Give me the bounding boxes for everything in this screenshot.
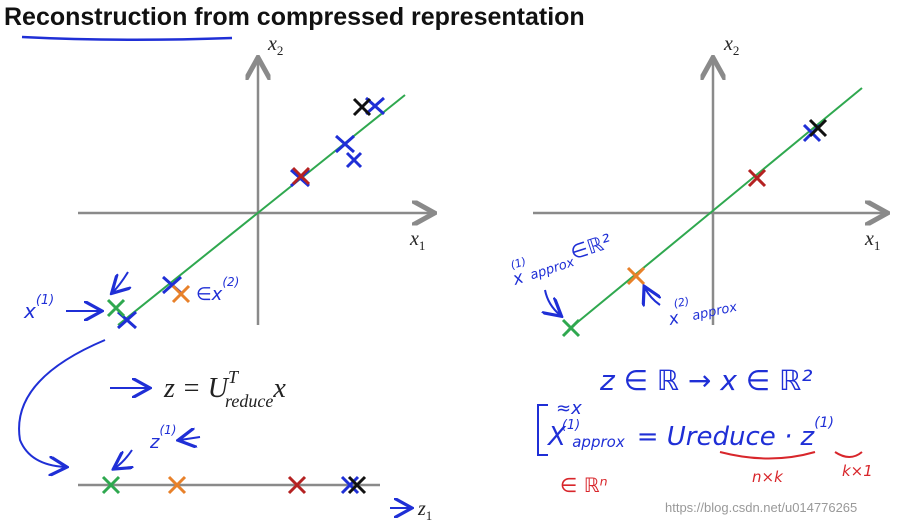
sup: (1) <box>36 293 54 308</box>
axis-label: x1 <box>409 228 425 253</box>
sub: reduce <box>225 391 273 411</box>
lhs: X <box>546 422 567 452</box>
base: x <box>267 33 277 55</box>
text: x <box>666 308 682 330</box>
sub: approx <box>572 433 625 451</box>
sup: (2) <box>222 275 239 289</box>
sup: T <box>228 367 240 387</box>
note: ∈ ℝⁿ <box>560 473 608 497</box>
annotation: ∈x(2) <box>196 275 239 305</box>
right-plot: x1 x2 x(1)approx∈ℝ² x(2)approx <box>506 33 885 338</box>
underline <box>21 35 233 42</box>
sup: (1) <box>562 418 580 433</box>
base: x <box>723 33 733 55</box>
text: ∈x <box>196 284 223 305</box>
base: x <box>409 228 419 250</box>
crosses <box>106 96 385 330</box>
text: x <box>23 299 36 323</box>
sup: (1) <box>814 415 834 431</box>
sub: 2 <box>277 43 284 58</box>
set: ∈ℝ² <box>567 229 614 265</box>
rhs: x <box>272 373 286 404</box>
axis-label: x1 <box>864 228 880 253</box>
annotation: x(2)approx <box>664 285 739 330</box>
note: k×1 <box>842 462 873 480</box>
axis-label: x2 <box>723 33 739 58</box>
equation: z = UT reducex <box>163 367 286 411</box>
notes: z ∈ ℝ → x ∈ ℝ² ≈x X(1) approx = Ureduce · … <box>537 364 873 515</box>
watermark: https://blog.csdn.net/u014776265 <box>665 500 857 515</box>
axis-label: x2 <box>267 33 283 58</box>
rhs: = Ureduce · z <box>637 422 816 452</box>
base: z <box>417 498 426 520</box>
sub: approx <box>691 300 739 324</box>
title: Reconstruction from compressed represent… <box>4 3 585 31</box>
note: n×k <box>752 468 784 486</box>
formula: X(1) approx = Ureduce · z(1) <box>546 415 834 452</box>
sup: (1) <box>509 255 528 272</box>
sub: 1 <box>426 508 433 523</box>
left-plot: x1 x2 x(1) ∈x(2) <box>18 33 432 467</box>
base: x <box>864 228 874 250</box>
annotation: x(1)approx∈ℝ² <box>506 228 616 290</box>
approx: ≈x <box>556 398 582 419</box>
mapping: z ∈ ℝ → x ∈ ℝ² <box>599 364 813 397</box>
sup: (2) <box>672 295 690 311</box>
text: z <box>149 432 160 453</box>
lhs: z = U <box>163 373 230 404</box>
annotation: z(1) <box>149 423 176 453</box>
sub: approx <box>528 255 576 283</box>
sub: 1 <box>419 238 426 253</box>
axis-label: z1 <box>417 498 432 523</box>
sup: (1) <box>159 423 176 437</box>
sub: 2 <box>733 43 740 58</box>
annotation: x(1) <box>23 293 54 323</box>
z-axis: z(1) z1 <box>78 423 432 523</box>
sub: 1 <box>874 238 881 253</box>
